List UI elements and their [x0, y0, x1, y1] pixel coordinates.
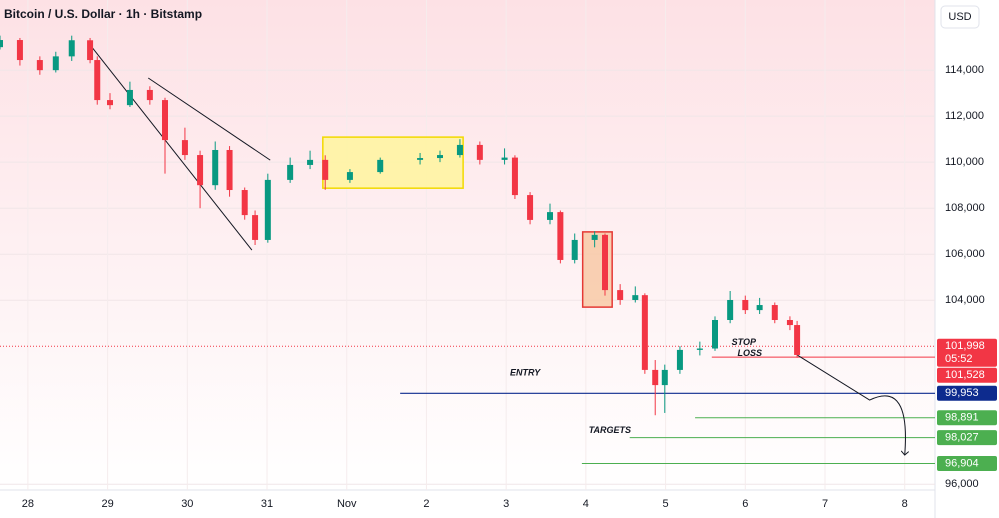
- x-tick-label: 4: [583, 498, 589, 510]
- candle-body: [456, 144, 463, 156]
- candle-body: [322, 159, 329, 180]
- x-tick-label: 28: [22, 498, 34, 510]
- x-tick-label: 29: [101, 498, 113, 510]
- candle-body: [696, 348, 703, 350]
- entry-label: ENTRY: [510, 368, 541, 378]
- candle-body: [346, 172, 353, 180]
- target-price-text: 98,027: [945, 432, 979, 444]
- candle-body: [632, 295, 639, 300]
- target-price-text: 98,891: [945, 412, 979, 424]
- candle-body: [794, 325, 801, 355]
- candle-body: [712, 319, 718, 349]
- candle-body: [226, 149, 233, 191]
- plot-background: [0, 0, 935, 490]
- highlight-box: [322, 136, 464, 189]
- y-tick-label: 108,000: [945, 202, 985, 214]
- y-tick-label: 96,000: [945, 478, 979, 490]
- current-price-box: [937, 338, 997, 367]
- candle-body: [727, 299, 734, 320]
- candle-body: [87, 40, 94, 61]
- candle-body: [264, 179, 271, 240]
- x-tick-label: 7: [822, 498, 828, 510]
- target-price-box: [937, 430, 997, 446]
- candle-body: [771, 305, 778, 320]
- candle-body: [16, 40, 23, 61]
- entry-price-box: [937, 385, 997, 401]
- candle-body: [52, 56, 59, 71]
- x-tick-label: Nov: [337, 498, 357, 510]
- candle-body: [162, 100, 168, 141]
- candle-body: [126, 89, 133, 106]
- candle-body: [252, 215, 259, 240]
- entry-price-text: 99,953: [945, 387, 979, 399]
- current-price-countdown: 05:52: [945, 353, 973, 365]
- y-tick-label: 104,000: [945, 294, 985, 306]
- x-tick-label: 31: [261, 498, 273, 510]
- trendline: [87, 41, 253, 251]
- candle-body: [786, 319, 793, 326]
- candle-body: [287, 164, 294, 180]
- currency-button[interactable]: [940, 5, 980, 29]
- target-price-box: [937, 410, 997, 426]
- y-tick-label: 106,000: [945, 248, 985, 260]
- y-tick-label: 112,000: [945, 110, 984, 122]
- candle-body: [676, 349, 683, 370]
- candle-body: [417, 158, 424, 160]
- candle-body: [661, 369, 668, 386]
- candle-body: [557, 212, 564, 260]
- candle-body: [212, 149, 219, 186]
- x-tick-label: 2: [423, 498, 429, 510]
- candle-body: [527, 195, 534, 220]
- projection-arrow: [796, 354, 905, 455]
- candle-body: [641, 295, 648, 370]
- stop-loss-price-box: [937, 367, 997, 383]
- y-tick-label: 114,000: [945, 64, 984, 76]
- candle-body: [0, 40, 3, 48]
- target-price-box: [937, 455, 997, 471]
- candle-body: [146, 89, 153, 101]
- currency-label[interactable]: USD: [948, 11, 971, 23]
- candle-body: [94, 60, 101, 101]
- x-tick-label: 6: [742, 498, 748, 510]
- candle-body: [547, 212, 553, 220]
- candle-body: [107, 100, 113, 106]
- candle-body: [511, 157, 518, 196]
- candle-body: [571, 239, 578, 260]
- candle-body: [756, 305, 763, 311]
- candle-body: [437, 155, 443, 159]
- candle-body: [742, 299, 749, 311]
- candle-body: [197, 155, 204, 186]
- candle-body: [652, 369, 659, 386]
- target-price-text: 96,904: [945, 457, 979, 469]
- x-tick-label: 3: [503, 498, 509, 510]
- candle-body: [36, 60, 43, 71]
- stop-loss-label: STOP LOSS: [732, 337, 762, 358]
- stop-loss-price-text: 101,528: [945, 369, 985, 381]
- candle-body: [68, 40, 75, 57]
- x-tick-label: 5: [663, 498, 669, 510]
- candle-body: [501, 157, 508, 160]
- candle-body: [617, 290, 624, 300]
- candle-body: [476, 144, 483, 160]
- candle-body: [241, 190, 248, 216]
- candle-body: [181, 140, 188, 156]
- targets-label: TARGETS: [589, 425, 631, 435]
- x-tick-label: 30: [181, 498, 193, 510]
- trendline: [147, 77, 271, 161]
- y-tick-label: 110,000: [945, 156, 984, 168]
- candle-body: [591, 234, 598, 240]
- candle-body: [307, 159, 314, 165]
- candle-body: [602, 234, 608, 291]
- x-tick-label: 8: [902, 498, 908, 510]
- candle-body: [377, 159, 384, 173]
- current-price-text: 101,998: [945, 340, 985, 352]
- chart-title: Bitcoin / U.S. Dollar · 1h · Bitstamp: [4, 7, 202, 21]
